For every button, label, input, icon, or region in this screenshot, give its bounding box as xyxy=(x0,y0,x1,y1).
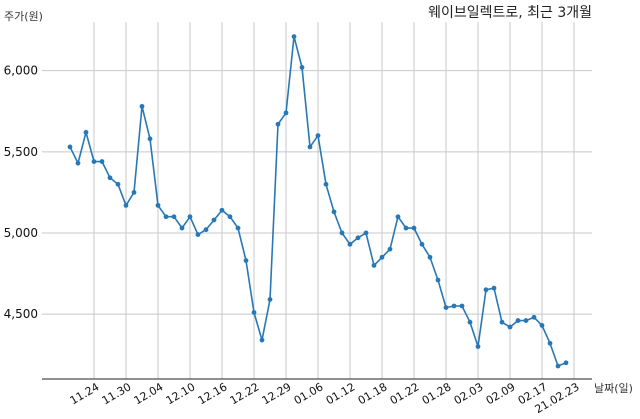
data-point xyxy=(531,314,537,320)
data-point xyxy=(387,246,393,252)
data-point xyxy=(99,159,105,164)
data-point xyxy=(419,241,425,247)
x-tick-label: 02.03 xyxy=(452,380,486,407)
data-point xyxy=(379,254,385,260)
data-point xyxy=(195,232,201,237)
data-point xyxy=(331,209,337,215)
data-point xyxy=(483,287,489,293)
y-tick-label: 4,500 xyxy=(4,307,38,321)
x-axis-label: 날짜(일) xyxy=(594,381,633,395)
x-tick-label: 11.30 xyxy=(100,380,134,407)
grid-lines xyxy=(42,22,592,379)
y-tick-label: 6,000 xyxy=(4,64,38,78)
data-point xyxy=(411,225,417,231)
x-tick-label: 01.22 xyxy=(388,380,422,407)
data-point xyxy=(123,202,129,208)
data-point xyxy=(427,254,433,260)
x-tick-label: 01.18 xyxy=(356,380,390,407)
data-point xyxy=(395,214,401,220)
data-point xyxy=(539,323,545,328)
data-point xyxy=(347,241,353,247)
data-point xyxy=(499,319,505,325)
data-point xyxy=(443,305,449,310)
x-tick-label: 12.16 xyxy=(196,380,230,407)
data-points xyxy=(67,34,569,369)
data-point xyxy=(371,263,377,268)
x-tick-label: 11.24 xyxy=(68,380,102,407)
data-point xyxy=(75,160,81,166)
data-point xyxy=(67,144,73,150)
x-tick-label: 12.04 xyxy=(132,380,166,407)
data-point xyxy=(363,230,369,236)
data-point xyxy=(403,225,409,231)
data-point xyxy=(435,277,441,283)
data-point xyxy=(299,65,305,70)
data-point xyxy=(267,297,273,302)
data-point xyxy=(187,214,193,220)
data-point xyxy=(475,344,481,349)
data-point xyxy=(243,258,249,263)
x-tick-label: 01.06 xyxy=(292,380,326,407)
data-point xyxy=(251,310,257,315)
data-point xyxy=(523,318,529,323)
data-point xyxy=(355,235,361,241)
data-point xyxy=(555,363,561,369)
data-point xyxy=(259,337,265,343)
data-point xyxy=(507,324,513,330)
data-point xyxy=(211,217,217,223)
data-point xyxy=(467,319,473,325)
data-point xyxy=(163,214,169,220)
data-point xyxy=(339,230,345,236)
data-point xyxy=(459,303,465,309)
data-point xyxy=(179,225,185,231)
data-point xyxy=(283,110,289,116)
x-tick-label: 01.12 xyxy=(324,380,358,407)
x-tick-label: 12.29 xyxy=(260,380,294,407)
x-tick-label: 02.09 xyxy=(484,380,518,407)
data-point xyxy=(491,285,497,291)
data-point xyxy=(147,136,153,142)
data-point xyxy=(547,340,553,346)
data-point xyxy=(275,121,281,127)
data-point xyxy=(227,214,233,220)
x-tick-label: 01.28 xyxy=(420,380,454,407)
data-point xyxy=(139,103,145,109)
data-point xyxy=(91,159,97,164)
data-point xyxy=(235,225,241,231)
data-point xyxy=(315,133,321,138)
data-point xyxy=(203,227,209,233)
y-tick-label: 5,000 xyxy=(4,226,38,240)
data-point xyxy=(115,181,121,187)
data-point xyxy=(171,214,177,220)
x-tick-labels: 11.2411.3012.0412.1012.1612.2212.2901.06… xyxy=(68,380,582,416)
x-tick-label: 12.22 xyxy=(228,380,262,407)
y-axis-label: 주가(원) xyxy=(4,10,43,23)
data-point xyxy=(291,34,297,40)
data-point xyxy=(515,318,521,323)
data-point xyxy=(563,360,569,366)
data-point xyxy=(107,175,113,181)
y-tick-labels: 4,500 5,000 5,500 6,000 xyxy=(4,64,38,321)
chart-title: 웨이브일렉트로, 최근 3개월 xyxy=(428,5,592,21)
data-point xyxy=(323,181,329,187)
data-point xyxy=(307,144,313,150)
data-point xyxy=(451,303,457,309)
x-tick-label: 12.10 xyxy=(164,380,198,407)
data-point xyxy=(83,129,89,135)
data-point xyxy=(219,207,225,213)
data-point xyxy=(155,202,161,208)
y-tick-label: 5,500 xyxy=(4,145,38,159)
data-point xyxy=(131,189,137,195)
